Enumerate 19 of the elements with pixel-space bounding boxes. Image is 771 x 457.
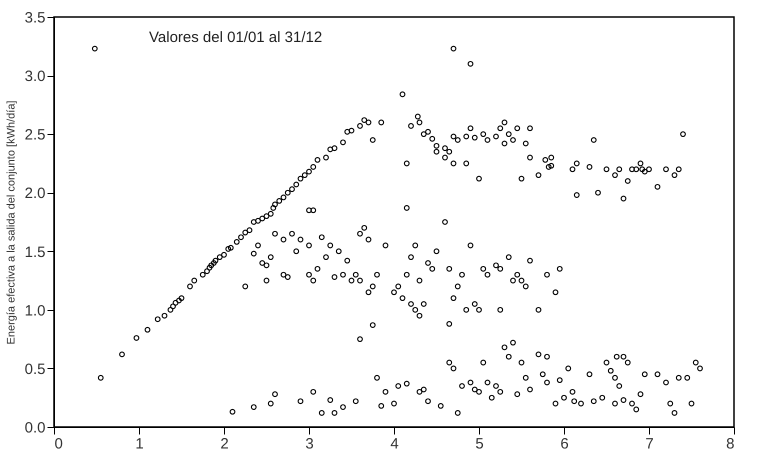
y-tick-label: 1.5 (24, 244, 46, 261)
y-tick-label: 2.5 (24, 126, 46, 144)
annotation: Valores del 01/01 al 31/12 (149, 29, 322, 46)
x-tick-label: 5 (475, 436, 484, 452)
x-tick-label: 4 (390, 436, 399, 452)
x-tick-label: 1 (135, 436, 144, 452)
x-tick-label: 8 (726, 436, 734, 452)
y-tick-label: 2.0 (24, 185, 46, 202)
x-tick-label: 2 (220, 436, 229, 452)
y-axis-title: Energía efectiva a la salida del conjunto [kWh/día] (6, 100, 18, 344)
y-tick-label: 3.5 (24, 10, 46, 26)
y-tick-label: 3.0 (24, 68, 46, 86)
y-tick-label: 0.5 (24, 360, 46, 378)
y-tick-label: 0.0 (24, 420, 46, 436)
x-tick-label: 6 (560, 436, 569, 452)
x-tick-label: 3 (305, 436, 314, 452)
x-tick-label: 7 (645, 436, 654, 452)
x-tick-label: 0 (54, 436, 63, 452)
y-tick-label: 1.0 (24, 302, 46, 320)
